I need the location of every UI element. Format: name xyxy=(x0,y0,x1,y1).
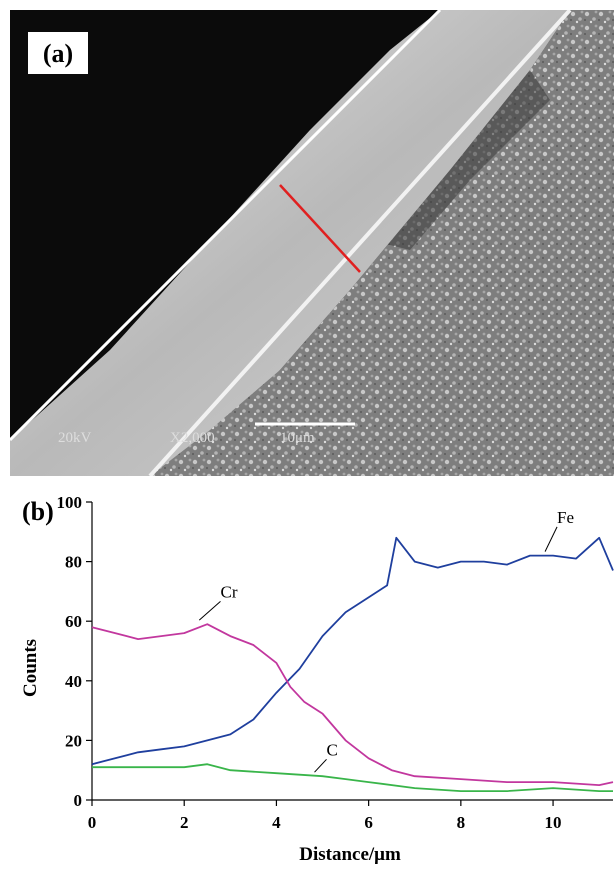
x-tick-label: 8 xyxy=(457,813,466,832)
annotation-label-fe: Fe xyxy=(557,508,574,527)
y-tick-label: 100 xyxy=(57,493,83,512)
sem-scale-bar-label: 10μm xyxy=(280,430,315,446)
x-tick-label: 10 xyxy=(545,813,562,832)
annotation-leader-c xyxy=(314,758,327,773)
annotation-label-c: C xyxy=(327,740,338,759)
sem-micrograph: (a) 20kV X2,000 10μm xyxy=(10,10,614,476)
x-tick-label: 2 xyxy=(180,813,189,832)
y-tick-label: 0 xyxy=(74,791,83,810)
x-tick-label: 4 xyxy=(272,813,281,832)
y-tick-label: 20 xyxy=(65,731,82,750)
panel-b-label: (b) xyxy=(22,497,54,526)
series-line-cr xyxy=(91,623,614,786)
y-tick-label: 60 xyxy=(65,612,82,631)
linescan-chart: (b) 0 20 40 60 80 100 0 2 4 6 8 10 Fe Cr C Counts Dist… xyxy=(20,493,614,865)
annotation-leader-cr xyxy=(198,600,221,621)
x-tick-label: 0 xyxy=(88,813,97,832)
panel-a-label: (a) xyxy=(43,39,73,68)
y-tick-label: 80 xyxy=(65,553,82,572)
sem-magnification-label: X2,000 xyxy=(170,430,215,446)
series-line-c xyxy=(92,763,613,792)
plot-area: 0 20 40 60 80 100 0 2 4 6 8 10 Fe Cr C xyxy=(57,493,614,832)
sem-voltage-label: 20kV xyxy=(58,430,92,446)
x-tick-label: 6 xyxy=(364,813,373,832)
panel-a-label-box xyxy=(28,32,88,74)
annotation-label-cr: Cr xyxy=(220,582,237,601)
fiber-edge xyxy=(10,10,442,442)
fiber-edge-lower xyxy=(148,10,572,476)
series-line-fe xyxy=(91,536,614,766)
sem-fiber xyxy=(10,10,570,476)
linescan-profile-line xyxy=(279,184,361,273)
y-axis-title: Counts xyxy=(20,639,41,697)
y-tick-label: 40 xyxy=(65,672,82,691)
x-axis-title: Distance/μm xyxy=(299,844,401,865)
annotation-leader-fe xyxy=(544,526,558,552)
